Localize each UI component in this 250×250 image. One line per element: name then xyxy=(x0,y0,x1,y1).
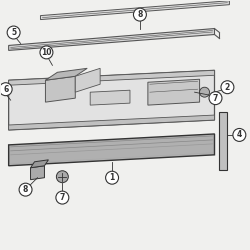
Text: 6: 6 xyxy=(3,85,8,94)
Circle shape xyxy=(209,92,222,104)
Text: 8: 8 xyxy=(23,185,28,194)
Circle shape xyxy=(19,183,32,196)
Polygon shape xyxy=(30,160,48,168)
Polygon shape xyxy=(75,68,100,92)
Circle shape xyxy=(40,46,53,59)
Circle shape xyxy=(233,128,246,141)
Text: 7: 7 xyxy=(213,94,218,103)
Text: 5: 5 xyxy=(11,28,16,37)
Text: 4: 4 xyxy=(237,130,242,140)
Circle shape xyxy=(0,83,12,96)
Polygon shape xyxy=(9,70,214,130)
Circle shape xyxy=(134,8,146,21)
Circle shape xyxy=(200,87,209,97)
Text: 1: 1 xyxy=(110,173,115,182)
Polygon shape xyxy=(30,166,44,180)
Circle shape xyxy=(56,171,68,183)
Text: 7: 7 xyxy=(60,193,65,202)
Polygon shape xyxy=(46,76,75,102)
Text: 10: 10 xyxy=(41,48,52,57)
Polygon shape xyxy=(40,1,230,20)
Circle shape xyxy=(221,81,234,94)
Circle shape xyxy=(106,171,118,184)
Circle shape xyxy=(56,191,69,204)
Text: 8: 8 xyxy=(137,10,142,19)
Text: 2: 2 xyxy=(225,83,230,92)
Polygon shape xyxy=(220,112,228,170)
Polygon shape xyxy=(148,79,200,105)
Polygon shape xyxy=(9,115,214,130)
Polygon shape xyxy=(9,70,214,85)
Polygon shape xyxy=(9,28,214,50)
Polygon shape xyxy=(90,90,130,105)
Circle shape xyxy=(7,26,20,39)
Polygon shape xyxy=(9,134,214,166)
Polygon shape xyxy=(46,68,87,80)
